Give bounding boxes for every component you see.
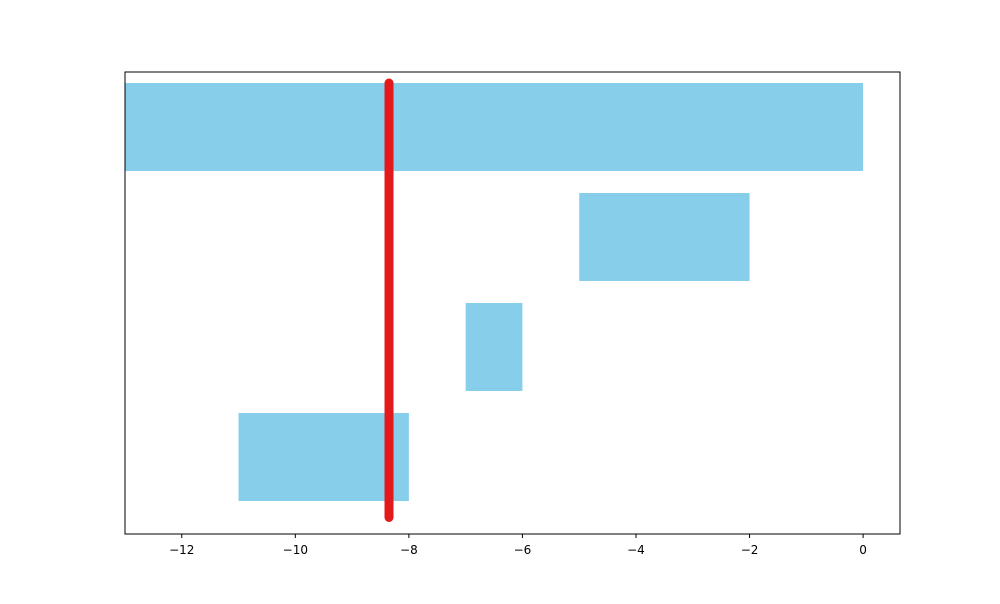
x-tick-label-6: 0 bbox=[859, 543, 867, 557]
bar-1 bbox=[579, 193, 750, 281]
bar-0 bbox=[125, 83, 864, 171]
x-axis-ticks: −12 −10 −8 −6 −4 −2 0 bbox=[169, 534, 867, 557]
bar-3 bbox=[238, 413, 409, 501]
x-tick-label-3: −6 bbox=[514, 543, 532, 557]
bars-layer bbox=[125, 83, 864, 501]
x-tick-label-5: −2 bbox=[741, 543, 759, 557]
bar-2 bbox=[465, 303, 523, 391]
axes-frame bbox=[124, 71, 901, 535]
x-tick-label-1: −10 bbox=[283, 543, 308, 557]
x-tick-label-0: −12 bbox=[169, 543, 194, 557]
x-tick-label-4: −4 bbox=[627, 543, 645, 557]
x-tick-label-2: −8 bbox=[400, 543, 418, 557]
